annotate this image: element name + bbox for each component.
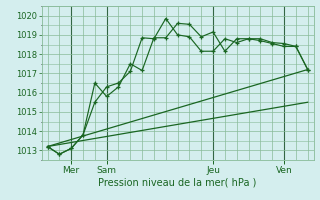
X-axis label: Pression niveau de la mer( hPa ): Pression niveau de la mer( hPa ) <box>99 177 257 187</box>
